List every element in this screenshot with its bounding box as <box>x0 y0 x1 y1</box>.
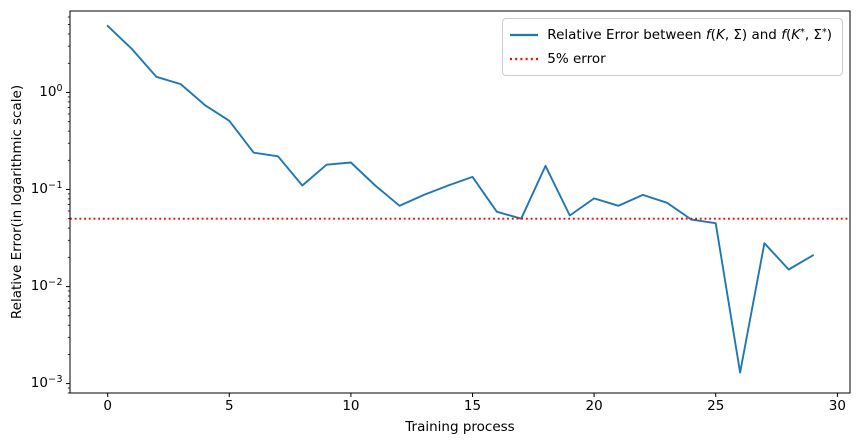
legend-label-segment: f <box>781 27 786 43</box>
y-tick-label: 100 <box>39 82 63 100</box>
x-tick-label: 0 <box>103 398 112 414</box>
x-tick-label: 10 <box>342 398 360 414</box>
legend-label-segment: ) <box>826 27 832 43</box>
plot-frame <box>69 10 851 394</box>
x-tick-label: 5 <box>225 398 234 414</box>
legend-label-segment: , Σ <box>804 27 822 43</box>
legend-label-segment: , Σ) and <box>724 27 782 43</box>
legend-label-segment: * <box>800 26 805 38</box>
x-tick-label: 25 <box>707 398 725 414</box>
y-tick-label: 10−1 <box>30 180 63 197</box>
legend-line-sample-icon <box>510 33 539 37</box>
legend-item-5pct-error: 5% error <box>509 48 832 70</box>
legend-label-5pct-error: 5% error <box>547 51 606 67</box>
legend-label-segment: K <box>715 27 725 43</box>
legend-label-segment: * <box>821 26 827 38</box>
legend-label-segment: f <box>705 27 711 43</box>
legend-label-segment: ( <box>785 27 792 43</box>
legend-dotted-sample-icon <box>510 57 539 61</box>
y-tick-label: 10−3 <box>30 374 63 392</box>
legend-label-segment: ( <box>710 27 716 43</box>
x-tick-label: 30 <box>828 398 846 414</box>
legend-item-relative-error: Relative Error between f(K, Σ) and f(K*,… <box>509 24 832 46</box>
x-axis-title: Training process <box>405 419 515 435</box>
legend: Relative Error between f(K, Σ) and f(K*,… <box>502 18 843 76</box>
legend-label-relative-error: Relative Error between f(K, Σ) and f(K*,… <box>547 26 832 44</box>
legend-label-segment: Relative Error between <box>547 27 706 43</box>
x-tick-label: 20 <box>585 398 603 414</box>
legend-label-segment: K <box>791 27 801 43</box>
relative-error-line <box>106 24 814 374</box>
y-tick-label: 10−2 <box>30 277 63 295</box>
x-tick-label: 15 <box>463 398 482 414</box>
